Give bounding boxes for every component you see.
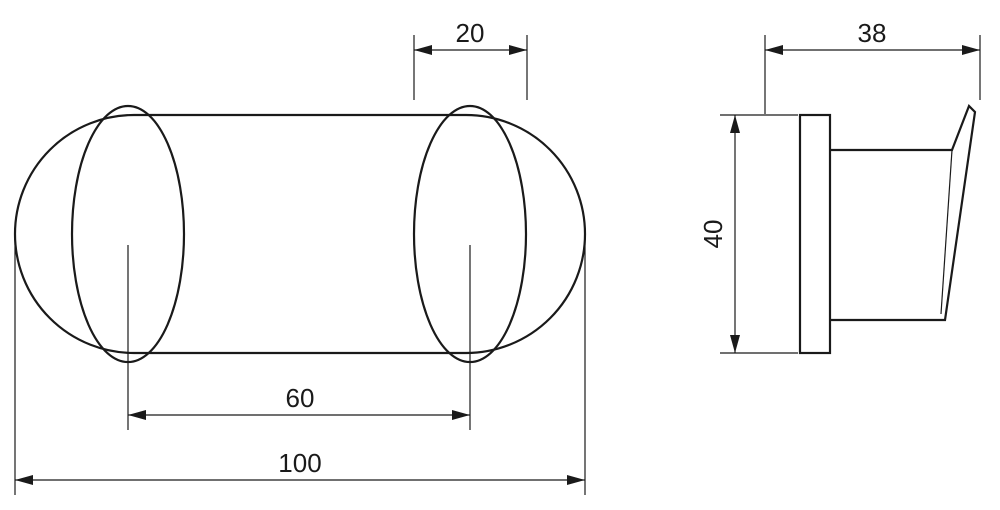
dim-38-label: 38 <box>858 18 887 48</box>
side-hook-arm <box>830 106 975 320</box>
front-plate <box>15 115 585 353</box>
dim-60-label: 60 <box>286 383 315 413</box>
side-view <box>800 106 975 353</box>
side-base-plate <box>800 115 830 353</box>
dim-100-label: 100 <box>278 448 321 478</box>
dim-40-label: 40 <box>698 220 728 249</box>
dim-20-label: 20 <box>456 18 485 48</box>
front-view <box>15 106 585 362</box>
